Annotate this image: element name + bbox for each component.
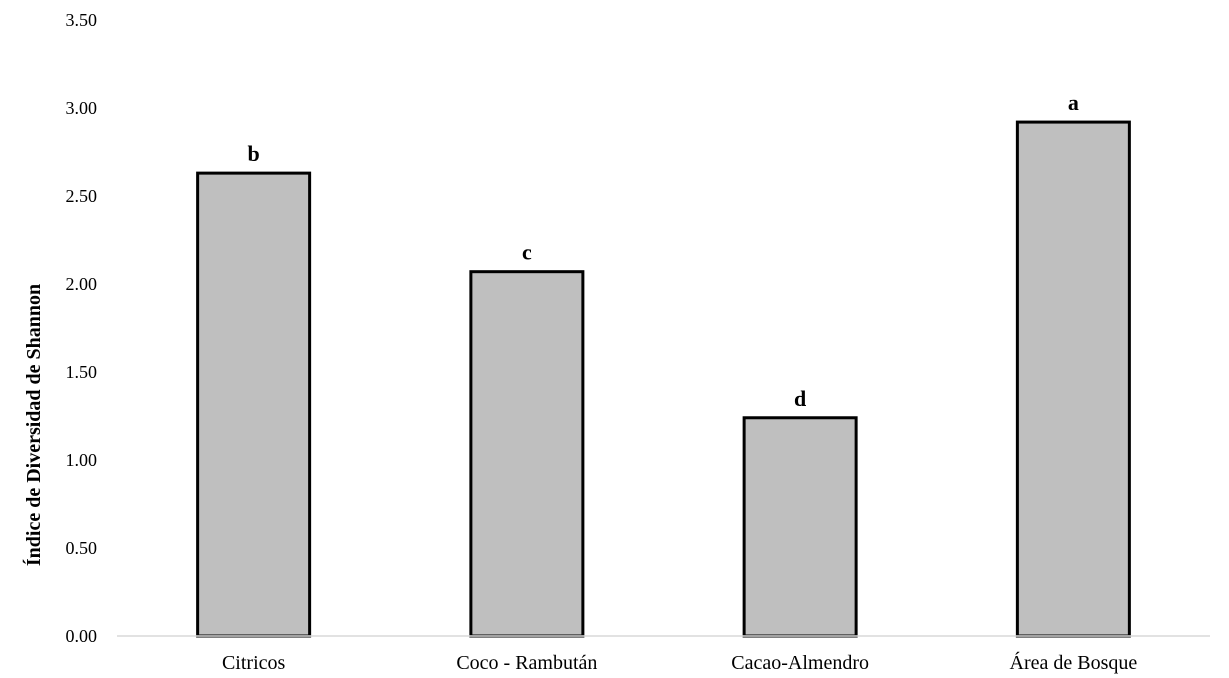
bars <box>196 120 1131 638</box>
bar-significance-labels: b c d a <box>248 90 1079 411</box>
bar-label: d <box>794 386 806 411</box>
x-tick-label: Coco - Rambután <box>456 652 597 674</box>
bar-label: b <box>248 141 260 166</box>
bar-label: c <box>522 240 532 265</box>
x-tick-label: Cacao-Almendro <box>731 652 869 674</box>
bar <box>469 270 585 638</box>
y-axis-ticks: 0.00 0.50 1.00 1.50 2.00 2.50 3.00 3.50 <box>66 10 98 646</box>
bar-label: a <box>1068 90 1079 115</box>
y-axis-title: Índice de Diversidad de Shannon <box>22 284 45 566</box>
y-tick-label: 0.50 <box>66 538 98 558</box>
y-tick-label: 0.00 <box>66 626 98 646</box>
y-tick-label: 2.00 <box>66 274 98 294</box>
y-tick-label: 1.50 <box>66 362 98 382</box>
bar <box>742 416 858 638</box>
bar <box>196 171 312 638</box>
x-tick-label: Área de Bosque <box>1010 651 1138 674</box>
bar <box>1015 120 1131 638</box>
x-tick-label: Citricos <box>222 652 286 674</box>
x-axis-labels: Citricos Coco - Rambután Cacao-Almendro Áre… <box>222 651 1137 674</box>
y-tick-label: 1.00 <box>66 450 98 470</box>
y-tick-label: 3.50 <box>66 10 98 30</box>
y-tick-label: 2.50 <box>66 186 98 206</box>
y-axis-title-group: Índice de Diversidad de Shannon <box>22 284 45 566</box>
y-tick-label: 3.00 <box>66 98 98 118</box>
